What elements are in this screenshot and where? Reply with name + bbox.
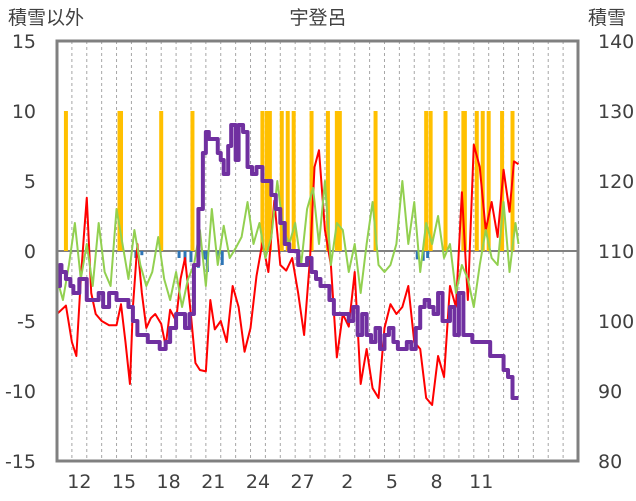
x-tick-label: 5 [386, 471, 398, 493]
snowfall-bar [334, 111, 339, 251]
x-tick-label: 18 [157, 471, 181, 493]
precip-bar [202, 251, 206, 260]
right-tick-label: 110 [598, 241, 634, 263]
left-tick-label: -10 [5, 381, 36, 403]
snowfall-bar [373, 111, 378, 251]
precip-bar [421, 251, 425, 261]
x-tick-label: 2 [341, 471, 353, 493]
left-tick-label: 5 [24, 171, 36, 193]
left-axis-title: 積雪以外 [8, 7, 84, 29]
axis-ticks: 15 10 5 0 -5 -10 -15 140 130 120 110 100 90 80 12 15 18 2… [5, 31, 634, 493]
snowfall-bar [279, 111, 284, 251]
plot-frame [55, 39, 580, 463]
x-tick-label: 27 [291, 471, 315, 493]
snowfall-bar [309, 111, 314, 251]
snowfall-bar [486, 111, 491, 251]
x-tick-label: 24 [246, 471, 270, 493]
x-tick-label: 15 [112, 471, 136, 493]
right-tick-label: 100 [598, 311, 634, 333]
snowfall-bar [285, 111, 290, 251]
snowfall-bar [337, 111, 342, 251]
left-tick-label: 10 [12, 101, 36, 123]
left-tick-label: -15 [5, 451, 36, 473]
snowfall-bar [325, 111, 330, 251]
right-axis-title: 積雪 [588, 7, 626, 29]
precip-bar [216, 251, 220, 258]
precip-bar [415, 251, 419, 260]
right-tick-label: 140 [598, 31, 634, 53]
right-tick-label: 90 [598, 381, 622, 403]
snowfall-bar [424, 111, 429, 251]
snow-depth-line [57, 123, 519, 400]
precip-bar [189, 251, 193, 263]
chart-title: 宇登呂 [289, 7, 346, 29]
snowfall-bar [443, 111, 448, 251]
right-tick-label: 80 [598, 451, 622, 473]
left-tick-label: 0 [24, 241, 36, 263]
snowfall-bar [428, 111, 433, 251]
snowfall-bar [291, 111, 296, 251]
precip-bar [140, 251, 144, 256]
snowfall-bar [190, 111, 195, 251]
left-tick-label: 15 [12, 31, 36, 53]
x-tick-label: 12 [67, 471, 91, 493]
snowfall-bar [63, 111, 68, 251]
snowfall-bar [474, 111, 479, 251]
x-tick-label: 8 [431, 471, 443, 493]
x-tick-label: 21 [201, 471, 225, 493]
line-series [56, 123, 520, 406]
right-tick-label: 120 [598, 171, 634, 193]
left-tick-label: -5 [17, 311, 36, 333]
precip-bar [220, 251, 224, 265]
x-tick-label: 11 [469, 471, 493, 493]
snowfall-bar [462, 111, 467, 251]
precip-bar [426, 251, 430, 258]
snowfall-bar [480, 111, 485, 251]
snowfall-bar [159, 111, 164, 251]
precip-bar [177, 251, 181, 258]
right-tick-label: 130 [598, 101, 634, 123]
snowfall-bar [119, 111, 124, 251]
